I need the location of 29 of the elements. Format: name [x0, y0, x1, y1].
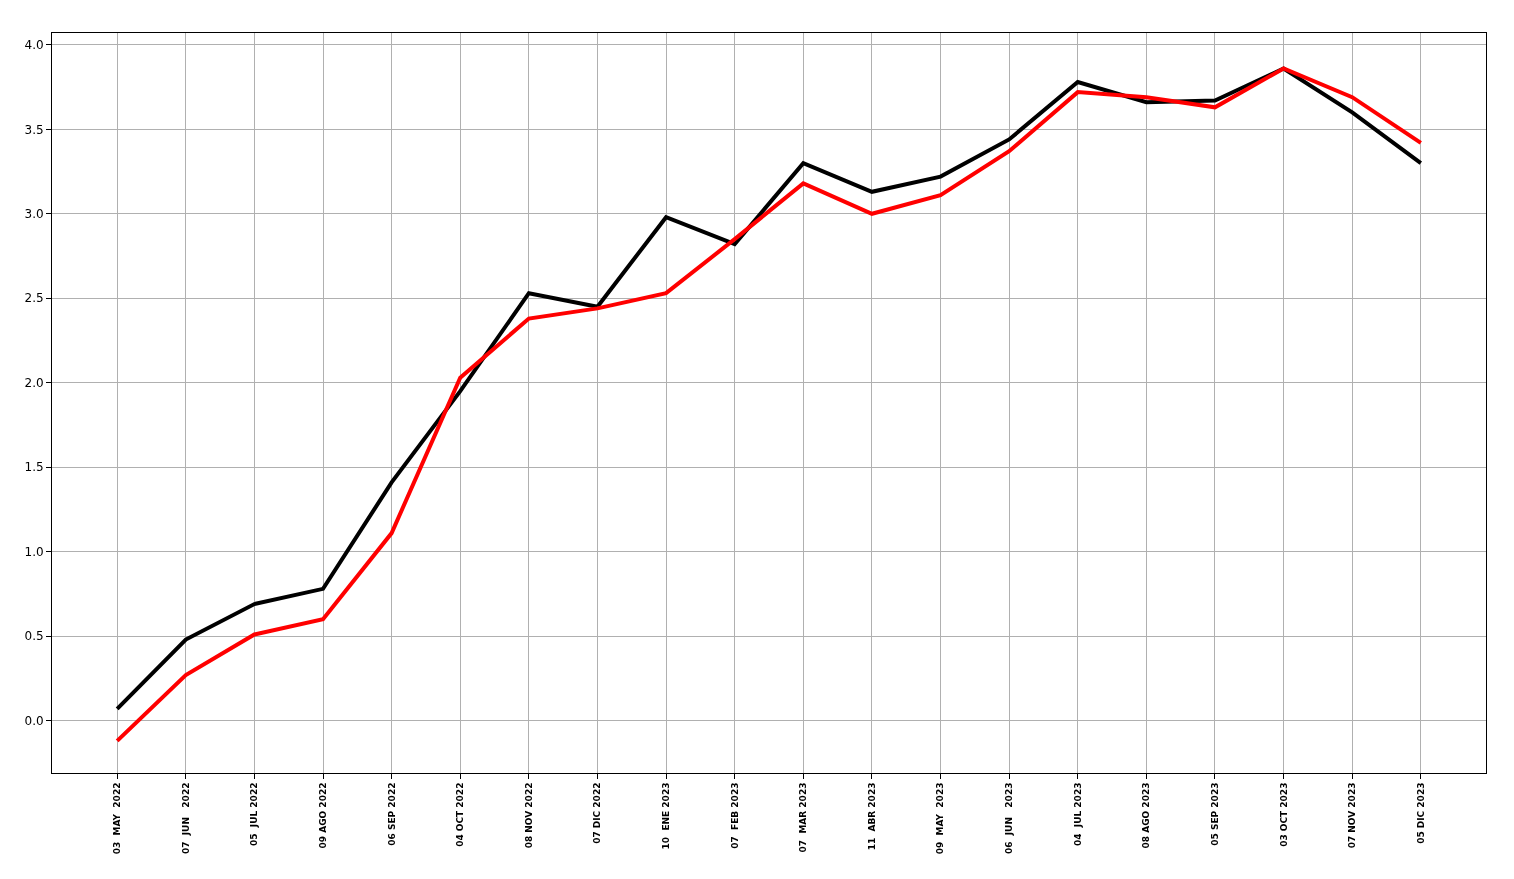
x-tick-label: 08 NOV 2022: [523, 782, 534, 849]
x-tick-label: 05 JUL 2022: [249, 782, 260, 846]
x-tick-label: 07 DIC 2022: [592, 782, 603, 844]
x-tick-label: 09 MAY 2023: [935, 782, 946, 855]
x-tick-label: 07 MAR 2023: [798, 782, 809, 853]
y-tick-label: 3.5: [24, 122, 44, 137]
x-tick-label: 07 FEB 2023: [729, 782, 740, 849]
x-tick-label: 07 JUN 2022: [180, 782, 191, 855]
x-tick-label: 06 SEP 2022: [386, 782, 397, 846]
x-tick-label: 04 OCT 2022: [455, 782, 466, 847]
x-tick-label: 05 DIC 2023: [1415, 782, 1426, 844]
x-tick-label: 08 AGO 2023: [1141, 782, 1152, 849]
y-tick-label: 2.0: [24, 375, 44, 390]
x-tick-label: 05 SEP 2023: [1209, 782, 1220, 846]
x-tick-label: 06 JUN 2023: [1004, 782, 1015, 855]
x-tick-label: 04 JUL 2023: [1072, 782, 1083, 846]
x-tick-label: 11 ABR 2023: [866, 782, 877, 851]
x-tick-label: 03 MAY 2022: [112, 782, 123, 855]
x-tick-label: 03 OCT 2023: [1278, 782, 1289, 847]
y-tick-label: 2.5: [24, 291, 44, 306]
y-tick-label: 3.0: [24, 206, 44, 221]
y-tick-label: 4.0: [24, 38, 44, 53]
x-tick-label: 09 AGO 2022: [317, 782, 328, 849]
x-tick-label: 07 NOV 2023: [1347, 782, 1358, 849]
x-tick-label: 10 ENE 2023: [661, 782, 672, 850]
y-tick-label: 0.0: [24, 713, 44, 728]
y-tick-label: 1.0: [24, 544, 44, 559]
y-tick-label: 1.5: [24, 460, 44, 475]
y-tick-label: 0.5: [24, 629, 44, 644]
